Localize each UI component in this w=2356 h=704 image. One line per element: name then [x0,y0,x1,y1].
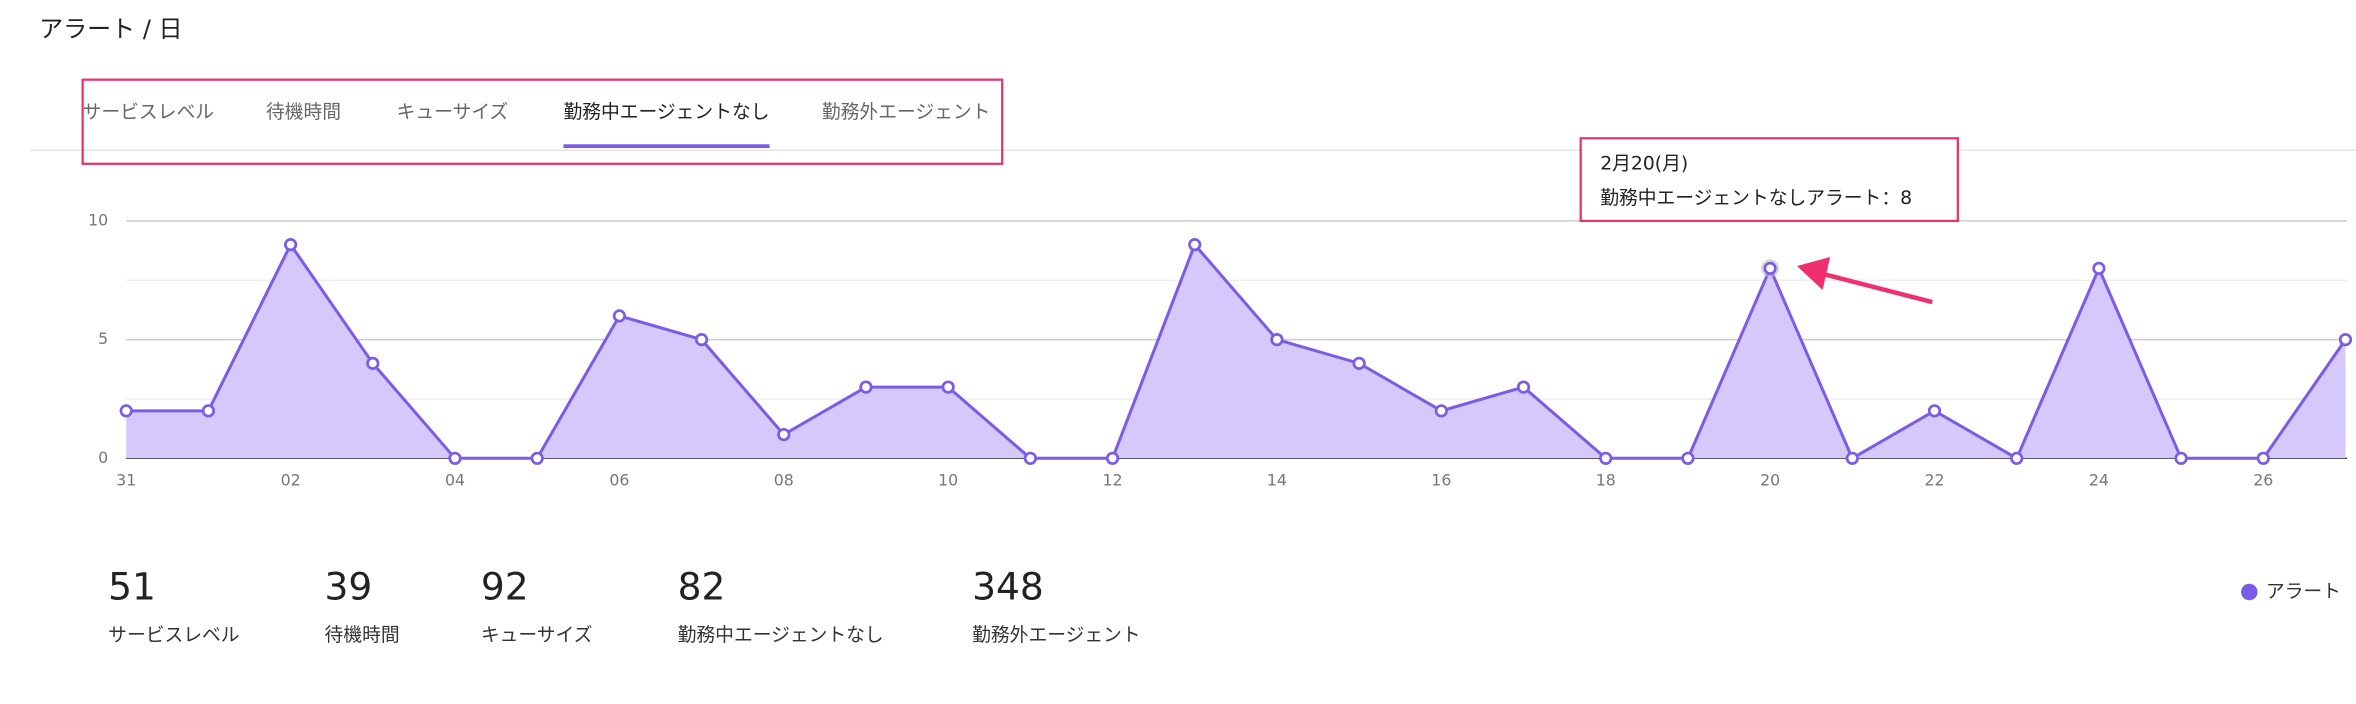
legend-label: アラート [2266,582,2341,603]
point[interactable] [1927,404,1942,418]
point[interactable] [1763,261,1777,275]
point[interactable] [2092,261,2106,275]
y-tick-label: 10 [88,210,108,229]
point[interactable] [1516,380,1531,394]
point[interactable] [1434,404,1448,418]
point[interactable] [2338,332,2353,347]
tab[interactable]: 勤務中エージェントなし [563,101,769,123]
area [126,244,2346,459]
x-tick-label: 22 [1924,470,1944,489]
x-tick-label: 12 [1103,470,1123,489]
tab[interactable]: 待機時間 [266,101,341,123]
point[interactable] [2256,451,2270,465]
annotation-arrow [1820,271,1933,305]
x-tick-label: 26 [2253,470,2273,489]
point[interactable] [777,427,791,442]
stat-value: 92 [481,565,529,609]
point[interactable] [859,380,873,394]
legend-swatch [2241,583,2258,601]
x-tick-label: 24 [2089,470,2109,489]
highlight-box [81,78,1004,165]
x-tick-label: 02 [281,470,301,489]
stat-label: キューサイズ [481,624,593,646]
y-tick-label: 5 [98,329,108,348]
point[interactable] [612,309,626,323]
point[interactable] [2010,451,2024,465]
point[interactable] [1352,356,1366,370]
point[interactable] [530,451,544,465]
point[interactable] [283,238,298,252]
point[interactable] [1105,451,1120,465]
tab[interactable]: キューサイズ [397,101,509,123]
annotation-arrowhead [1797,256,1831,291]
x-tick-label: 31 [116,470,136,489]
stat-label: 待機時間 [325,624,400,646]
tab-underline [563,144,770,149]
tooltip-title: 2月20(月) [1600,153,1688,174]
point[interactable] [1599,451,1613,465]
stat-value: 51 [108,565,156,609]
point[interactable] [1188,238,1202,252]
tab[interactable]: サービスレベル [83,101,214,123]
point[interactable] [1845,451,1859,465]
stat-value: 39 [325,565,373,609]
point[interactable] [1270,332,1284,347]
stat-label: 勤務外エージェント [972,624,1141,646]
x-tick-label: 14 [1267,470,1287,489]
y-tick-label: 0 [98,448,108,467]
x-tick-label: 06 [609,470,629,489]
x-tick-label: 04 [445,470,465,489]
point[interactable] [119,404,133,418]
point[interactable] [448,451,462,465]
point[interactable] [366,356,380,370]
x-tick-label: 10 [938,470,958,489]
x-tick-label: 18 [1596,470,1616,489]
stat-value: 82 [678,565,726,609]
tooltip-text: 勤務中エージェントなしアラート：8 [1600,187,1912,209]
page-title: アラート / 日 [39,15,183,43]
stat-label: 勤務中エージェントなし [678,624,884,646]
point[interactable] [941,380,955,394]
x-tick-label: 16 [1431,470,1451,489]
line [126,241,2347,461]
x-tick-label: 20 [1760,470,1780,489]
point[interactable] [1023,451,1037,465]
point[interactable] [1681,451,1695,465]
tooltip-box [1579,137,1959,223]
point[interactable] [201,404,216,418]
x-tick-label: 08 [774,470,794,489]
point[interactable] [2174,451,2188,465]
point[interactable] [694,332,709,347]
stat-value: 348 [972,565,1044,609]
stat-label: サービスレベル [108,624,239,646]
tab[interactable]: 勤務外エージェント [822,101,991,123]
